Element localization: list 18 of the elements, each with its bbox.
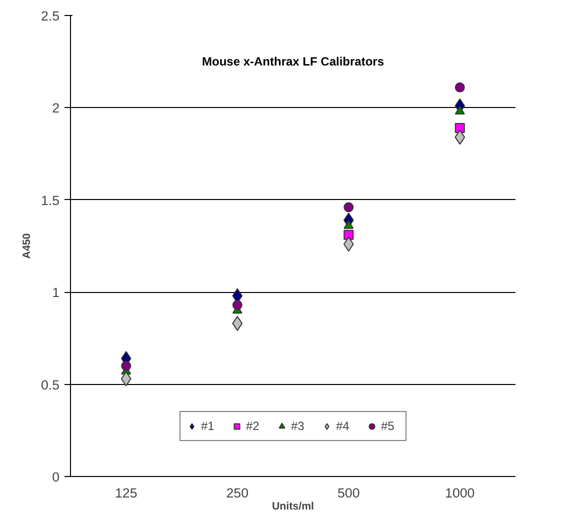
legend-label: #4 (336, 419, 350, 433)
y-tick-label: 1 (52, 285, 60, 300)
legend-label: #2 (246, 419, 260, 433)
x-tick-label: 500 (338, 486, 360, 500)
y-tick-label: 2 (52, 100, 60, 116)
y-tick-label: 0 (52, 470, 60, 484)
x-tick-label: 250 (226, 486, 249, 500)
y-axis-title: A450 (20, 233, 33, 259)
text: Mouse x-Anthrax LF Calibrators (202, 54, 384, 69)
legend-label: #3 (291, 419, 306, 433)
x-tick-label: 125 (115, 486, 138, 500)
y-tick-label: 1.5 (40, 192, 60, 208)
x-axis-title: Units/ml (272, 500, 314, 512)
x-tick-label: 1000 (445, 486, 475, 500)
y-tick-label: 2.5 (40, 8, 60, 24)
legend-label: #1 (201, 419, 216, 433)
y-tick-label: 0.5 (40, 377, 60, 392)
legend-label: #5 (381, 419, 396, 433)
